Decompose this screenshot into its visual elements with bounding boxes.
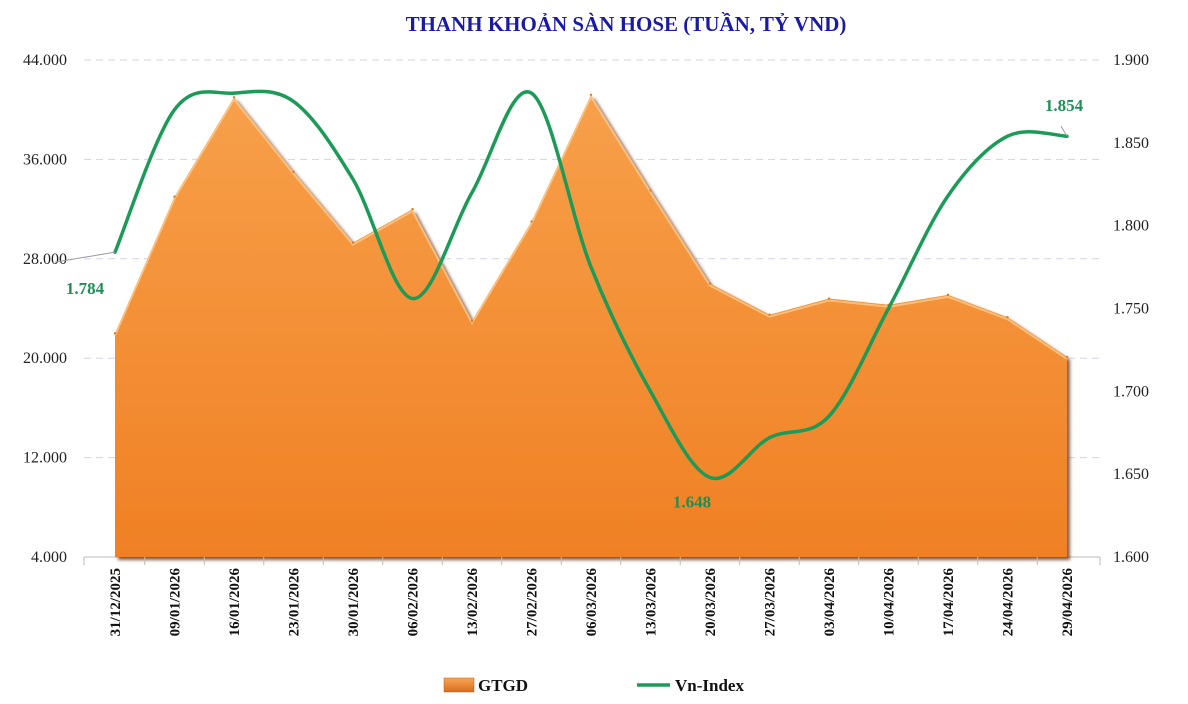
vn-index-point bbox=[708, 476, 712, 479]
x-tick-label: 10/04/2026 bbox=[882, 568, 898, 637]
x-tick-label: 03/04/2026 bbox=[822, 568, 838, 637]
x-tick-label: 20/03/2026 bbox=[703, 568, 719, 637]
x-tick-label: 27/02/2026 bbox=[525, 568, 541, 637]
gtgd-point bbox=[292, 170, 295, 174]
y-left-tick-label: 36.000 bbox=[23, 151, 67, 168]
vn-index-point bbox=[232, 91, 236, 95]
gtgd-point bbox=[232, 96, 236, 99]
vn-index-point bbox=[649, 390, 652, 393]
x-tick-label: 30/01/2026 bbox=[346, 568, 362, 637]
x-tick-label: 27/03/2026 bbox=[763, 568, 779, 637]
y-right-tick-label: 1.700 bbox=[1113, 383, 1149, 400]
vn-index-point bbox=[292, 100, 295, 103]
annotation-label: 1.854 bbox=[1045, 96, 1084, 115]
vn-index-point bbox=[827, 414, 831, 418]
gtgd-point bbox=[649, 189, 652, 192]
gtgd-point bbox=[173, 195, 176, 198]
gtgd-area-highlight bbox=[114, 94, 1068, 360]
y-left-tick-label: 4.000 bbox=[31, 549, 67, 566]
vn-index-point bbox=[351, 178, 355, 181]
gtgd-point bbox=[768, 313, 771, 316]
gtgd-point bbox=[708, 282, 712, 285]
x-tick-label: 31/12/2025 bbox=[108, 568, 124, 636]
x-axis-ticks: 31/12/2025 09/01/2026 16/01/2026 23/01/2026… bbox=[83, 557, 1101, 637]
gtgd-point bbox=[946, 293, 950, 297]
y-right-tick-label: 1.750 bbox=[1113, 301, 1149, 318]
annotation-leader bbox=[1060, 125, 1068, 137]
annotations: 1.784 1.648 1.854 bbox=[54, 96, 1084, 511]
x-tick-label: 06/02/2026 bbox=[406, 568, 422, 637]
gtgd-point bbox=[411, 207, 414, 211]
vn-index-point bbox=[1006, 135, 1009, 138]
y-left-tick-label: 20.000 bbox=[23, 350, 67, 367]
x-tick-label: 23/01/2026 bbox=[287, 568, 303, 637]
y-right-tick-label: 1.900 bbox=[1113, 52, 1149, 69]
annotation-label: 1.784 bbox=[66, 279, 105, 298]
vn-index-point bbox=[530, 91, 533, 95]
y-right-tick-label: 1.850 bbox=[1113, 135, 1149, 152]
vn-index-point bbox=[768, 436, 771, 439]
y-left-tick-label: 44.000 bbox=[23, 52, 67, 69]
legend-swatch-gtgd bbox=[443, 677, 475, 693]
vn-index-point bbox=[470, 191, 474, 194]
gtgd-point bbox=[351, 241, 355, 244]
left-axis-ticks: 4.000 12.000 20.000 28.000 36.000 44.000 bbox=[23, 52, 67, 566]
y-right-tick-label: 1.650 bbox=[1113, 466, 1149, 483]
x-tick-label: 13/02/2026 bbox=[465, 568, 481, 637]
legend: GTGD Vn-Index bbox=[443, 676, 744, 695]
x-tick-label: 29/04/2026 bbox=[1060, 568, 1076, 637]
annotation-label: 1.648 bbox=[673, 492, 711, 511]
gtgd-point bbox=[1065, 355, 1069, 359]
vn-index-point bbox=[946, 194, 950, 198]
gtgd-point bbox=[470, 319, 474, 323]
y-left-tick-label: 12.000 bbox=[23, 450, 67, 467]
vn-index-point bbox=[411, 297, 414, 300]
gtgd-point bbox=[1006, 315, 1009, 319]
annotation-leader bbox=[54, 251, 116, 263]
x-tick-label: 24/04/2026 bbox=[1001, 568, 1017, 637]
gtgd-point bbox=[113, 332, 117, 335]
vn-index-point bbox=[173, 108, 176, 111]
vn-index-point bbox=[887, 307, 890, 310]
right-axis-ticks: 1.600 1.650 1.700 1.750 1.800 1.850 1.900 bbox=[1113, 52, 1149, 566]
vn-index-line-series bbox=[113, 89, 1069, 481]
legend-label-vn-index: Vn-Index bbox=[675, 676, 744, 695]
gtgd-point bbox=[827, 297, 831, 300]
gtgd-point bbox=[530, 220, 533, 223]
vn-index-point bbox=[589, 265, 593, 269]
y-right-tick-label: 1.800 bbox=[1113, 218, 1149, 235]
y-left-tick-label: 28.000 bbox=[23, 251, 67, 268]
x-tick-label: 09/01/2026 bbox=[168, 568, 184, 637]
legend-label-gtgd: GTGD bbox=[478, 676, 528, 695]
x-tick-label: 17/04/2026 bbox=[941, 568, 957, 637]
y-right-tick-label: 1.600 bbox=[1113, 549, 1149, 566]
gtgd-area bbox=[115, 94, 1067, 557]
x-tick-label: 16/01/2026 bbox=[227, 568, 243, 637]
x-tick-label: 06/03/2026 bbox=[584, 568, 600, 637]
vn-index-line bbox=[113, 89, 1069, 481]
chart-title: THANH KHOẢN SÀN HOSE (TUẦN, TỶ VND) bbox=[406, 12, 847, 36]
gtgd-point bbox=[589, 93, 593, 96]
gtgd-area-series bbox=[113, 93, 1069, 557]
x-tick-label: 13/03/2026 bbox=[644, 568, 660, 637]
